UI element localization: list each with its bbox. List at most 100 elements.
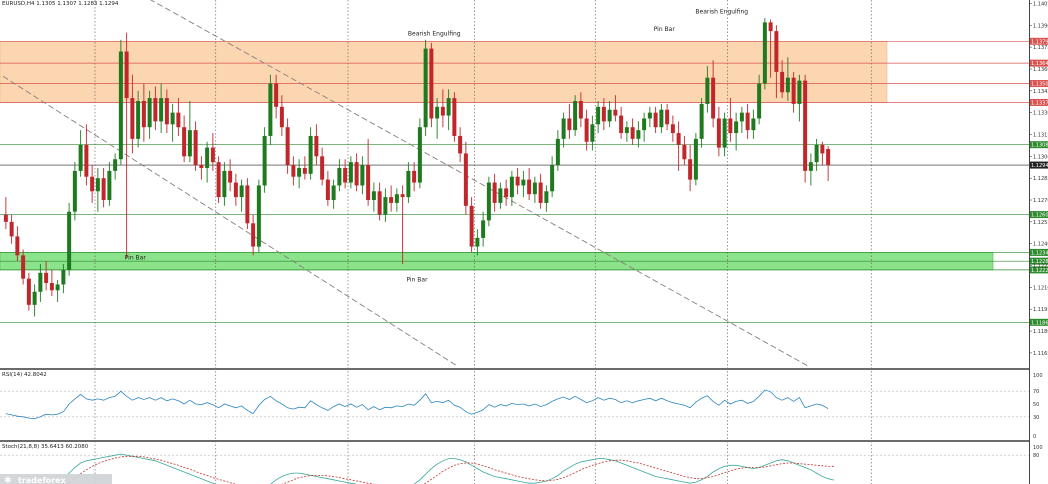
candle-body	[619, 115, 624, 134]
candle-body	[199, 165, 204, 168]
axis-tick-label: 1.1405	[1033, 1, 1048, 7]
axis-tick-label: 1.1375	[1033, 45, 1048, 51]
level-tag	[1030, 37, 1048, 45]
candle-body	[544, 191, 549, 203]
candle-body	[538, 182, 543, 203]
candle-body	[15, 236, 20, 256]
candle-body	[21, 255, 26, 279]
candle-body	[440, 106, 445, 116]
candle-body	[745, 112, 750, 131]
level-tag-label: 1.1308	[1031, 143, 1048, 149]
candle-body	[527, 179, 532, 195]
axis-tick-label: 1.1315	[1033, 132, 1048, 138]
candle-body	[762, 22, 767, 84]
rsi-axis-label: 30	[1033, 415, 1039, 421]
candle-body	[728, 118, 733, 134]
candle-body	[67, 211, 72, 270]
level-tag-label: 1.1260	[1031, 213, 1048, 219]
candle-body	[118, 51, 123, 160]
rsi-panel-separator	[0, 368, 1030, 370]
candle-body	[521, 179, 526, 186]
candle-body	[653, 112, 658, 128]
axis-tick-label: 1.1345	[1033, 89, 1048, 95]
level-tag	[1030, 98, 1048, 106]
rsi-panel: 100 70 50 30 0	[0, 373, 1043, 440]
axis-tick-label: 1.1255	[1033, 220, 1048, 226]
candle-body	[170, 112, 175, 125]
candle-body	[354, 162, 359, 186]
candle-body	[665, 109, 670, 125]
candle-body	[343, 167, 348, 183]
candle-body	[584, 118, 589, 142]
level-tag	[1030, 141, 1048, 149]
candle-body	[210, 147, 215, 163]
candle-body	[101, 178, 106, 201]
candle-body	[136, 101, 141, 139]
candle-body	[624, 127, 629, 134]
candle-body	[274, 83, 279, 107]
level-tag	[1030, 211, 1048, 219]
candle-body	[705, 77, 710, 104]
level-tag	[1030, 248, 1048, 256]
candle-body	[435, 106, 440, 119]
candle-body	[647, 112, 652, 119]
candle-body	[371, 191, 376, 201]
watermark: ✱ tradeforex	[0, 474, 112, 484]
candle-body	[107, 170, 112, 201]
candle-body	[734, 121, 739, 134]
rsi-line	[5, 389, 829, 420]
candle-body	[245, 185, 250, 224]
candle-body	[239, 185, 244, 198]
candle-body	[251, 223, 256, 247]
candle-body	[676, 133, 681, 145]
candle-body	[682, 144, 687, 160]
axis-tick-label: 1.1270	[1033, 198, 1048, 204]
level-tag-label: 1.1350	[1031, 82, 1048, 88]
candle-body	[61, 269, 66, 285]
candle-body	[613, 109, 618, 116]
candle-body	[268, 83, 273, 136]
candle-body	[124, 51, 129, 99]
candle-body	[452, 98, 457, 136]
candle-body	[636, 130, 641, 139]
level-tag-label: 1.1234	[1031, 250, 1048, 256]
candle-body	[256, 185, 261, 247]
candle-body	[176, 112, 181, 128]
resistance-zone	[0, 41, 888, 103]
level-tag	[1030, 257, 1048, 265]
candle-body	[515, 176, 520, 186]
candle-body	[331, 185, 336, 201]
candle-body	[153, 98, 158, 122]
candle-body	[320, 156, 325, 180]
candle-body	[590, 124, 595, 142]
candle-body	[814, 144, 819, 163]
candle-body	[3, 214, 8, 222]
candle-body	[688, 159, 693, 180]
candle-body	[164, 98, 169, 125]
rsi-label: RSI(14) 42.8042	[2, 372, 47, 378]
candle-body	[55, 284, 60, 291]
axis-tick-label: 1.1195	[1033, 307, 1048, 313]
candle-body	[337, 167, 342, 186]
axis-tick-label: 1.1285	[1033, 176, 1048, 182]
symbol-header: EURUSD,H4 1.1305 1.1307 1.1283 1.1294	[2, 1, 119, 7]
candle-body	[95, 178, 100, 192]
level-lines: 1.1379 1.1364 1.1350 1.1337 1.1308 1.1294 1.12…	[0, 37, 1048, 326]
axis-tick-label: 1.1390	[1033, 23, 1048, 29]
candle-body	[9, 221, 14, 237]
rsi-axis-label: 50	[1033, 402, 1039, 408]
candle-body	[768, 22, 773, 32]
candle-body	[739, 112, 744, 122]
annotations: Bearish Engulfing Pin Bar Bearish Engulfin…	[125, 9, 749, 284]
candle-body	[423, 48, 428, 128]
candle-body	[394, 194, 399, 203]
candle-body	[791, 77, 796, 104]
candle-body	[670, 124, 675, 134]
candle-body	[187, 130, 192, 157]
candle-body	[193, 130, 198, 166]
candle-body	[567, 118, 572, 131]
candle-body	[285, 127, 290, 166]
candle-body	[486, 182, 491, 221]
axis-tick-label: 1.1210	[1033, 285, 1048, 291]
